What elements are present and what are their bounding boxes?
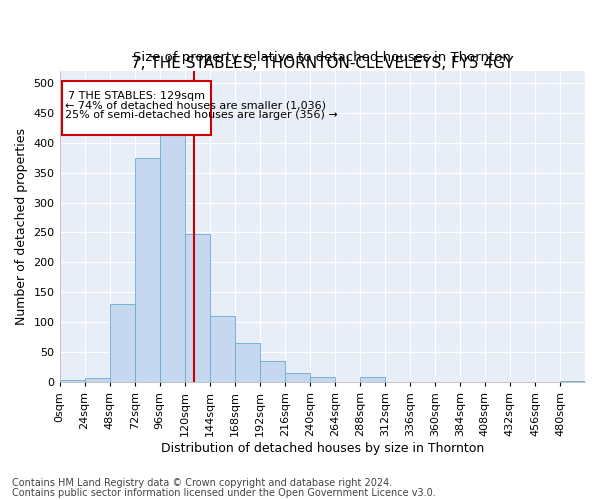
Text: Size of property relative to detached houses in Thornton: Size of property relative to detached ho…	[133, 52, 511, 64]
Bar	[285, 374, 310, 382]
Bar	[134, 158, 160, 382]
Bar	[235, 344, 260, 382]
Bar	[160, 134, 185, 382]
Text: ← 74% of detached houses are smaller (1,036): ← 74% of detached houses are smaller (1,…	[65, 101, 326, 111]
Title: 7, THE STABLES, THORNTON-CLEVELEYS, FY5 4GY: 7, THE STABLES, THORNTON-CLEVELEYS, FY5 …	[131, 56, 514, 70]
Bar	[85, 378, 110, 382]
Text: Contains HM Land Registry data © Crown copyright and database right 2024.: Contains HM Land Registry data © Crown c…	[12, 478, 392, 488]
Bar	[59, 380, 85, 382]
Bar	[185, 234, 209, 382]
Text: 7 THE STABLES: 129sqm: 7 THE STABLES: 129sqm	[68, 91, 205, 101]
Bar	[260, 362, 285, 382]
Text: Contains public sector information licensed under the Open Government Licence v3: Contains public sector information licen…	[12, 488, 436, 498]
X-axis label: Distribution of detached houses by size in Thornton: Distribution of detached houses by size …	[161, 442, 484, 455]
Bar	[110, 304, 134, 382]
Bar	[209, 316, 235, 382]
Bar	[62, 82, 211, 136]
Bar	[310, 378, 335, 382]
Text: 25% of semi-detached houses are larger (356) →: 25% of semi-detached houses are larger (…	[65, 110, 338, 120]
Y-axis label: Number of detached properties: Number of detached properties	[15, 128, 28, 325]
Bar	[560, 381, 585, 382]
Bar	[360, 378, 385, 382]
